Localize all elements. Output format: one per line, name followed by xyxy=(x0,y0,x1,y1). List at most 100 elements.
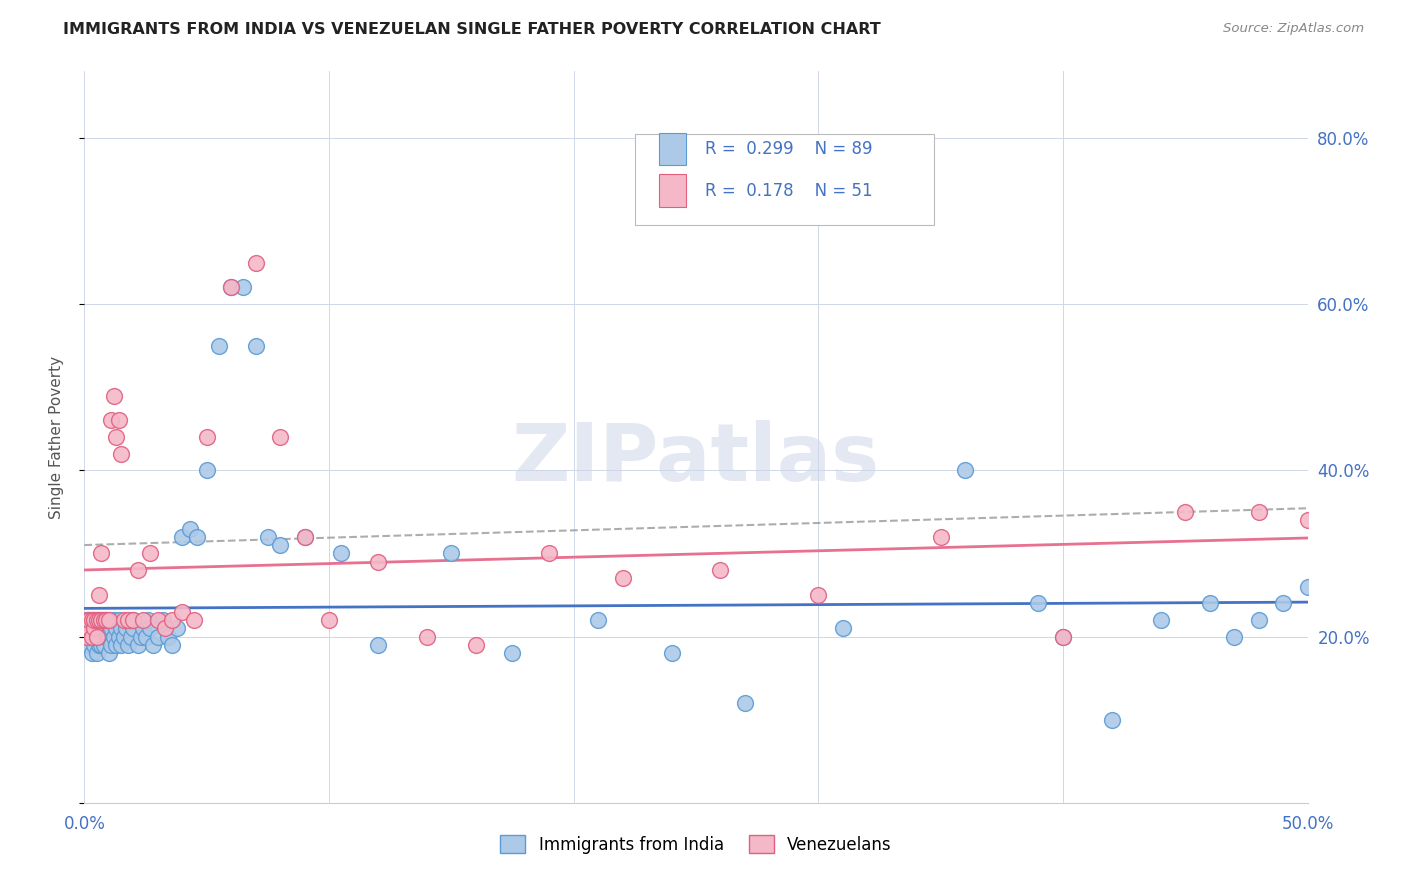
Point xyxy=(86,621,108,635)
Point xyxy=(219,280,242,294)
Point xyxy=(87,588,110,602)
Text: R =  0.178    N = 51: R = 0.178 N = 51 xyxy=(704,182,872,200)
Point xyxy=(115,621,138,635)
Point xyxy=(117,638,139,652)
Point xyxy=(269,430,291,444)
Point xyxy=(1101,713,1123,727)
Point xyxy=(93,630,115,644)
Point xyxy=(90,638,112,652)
Text: IMMIGRANTS FROM INDIA VS VENEZUELAN SINGLE FATHER POVERTY CORRELATION CHART: IMMIGRANTS FROM INDIA VS VENEZUELAN SING… xyxy=(63,22,882,37)
Point xyxy=(97,613,120,627)
Point xyxy=(100,413,122,427)
Point xyxy=(1247,505,1270,519)
Point xyxy=(1272,596,1295,610)
Point xyxy=(183,613,205,627)
Point xyxy=(330,546,353,560)
Point xyxy=(90,546,112,560)
Point xyxy=(112,613,135,627)
Point xyxy=(195,430,218,444)
Point xyxy=(953,463,976,477)
Point xyxy=(208,338,231,352)
Point xyxy=(172,530,194,544)
Point xyxy=(502,646,524,660)
Point xyxy=(93,638,115,652)
Point xyxy=(83,613,105,627)
Point xyxy=(97,646,120,660)
Point xyxy=(318,613,340,627)
Point xyxy=(139,621,162,635)
Point xyxy=(139,546,162,560)
Point xyxy=(87,630,110,644)
Point xyxy=(153,621,176,635)
Y-axis label: Single Father Poverty: Single Father Poverty xyxy=(49,356,63,518)
Point xyxy=(87,613,110,627)
Text: Source: ZipAtlas.com: Source: ZipAtlas.com xyxy=(1223,22,1364,36)
Point xyxy=(86,630,108,644)
Point xyxy=(80,630,103,644)
Point xyxy=(105,621,128,635)
Point xyxy=(103,388,125,402)
Point xyxy=(120,630,142,644)
Point xyxy=(166,621,188,635)
Point xyxy=(831,621,853,635)
Text: R =  0.299    N = 89: R = 0.299 N = 89 xyxy=(704,140,872,158)
Point xyxy=(80,613,103,627)
Point xyxy=(162,638,184,652)
Point xyxy=(1198,596,1220,610)
Point xyxy=(107,413,129,427)
Point xyxy=(807,588,830,602)
Point xyxy=(257,530,280,544)
Point xyxy=(152,613,174,627)
Point xyxy=(146,613,169,627)
Point xyxy=(612,571,634,585)
Point xyxy=(77,621,100,635)
Point xyxy=(1296,513,1319,527)
Point xyxy=(195,463,218,477)
Point xyxy=(107,630,129,644)
Point xyxy=(127,638,149,652)
Point xyxy=(103,613,125,627)
FancyBboxPatch shape xyxy=(659,175,686,207)
Point xyxy=(77,621,100,635)
Point xyxy=(1028,596,1050,610)
Point xyxy=(96,613,118,627)
Point xyxy=(586,613,609,627)
Point xyxy=(1174,505,1197,519)
Point xyxy=(367,555,389,569)
Point xyxy=(1223,630,1246,644)
Point xyxy=(93,613,115,627)
Point xyxy=(105,638,128,652)
Point xyxy=(97,613,120,627)
Point xyxy=(86,613,108,627)
Point xyxy=(416,630,439,644)
Point xyxy=(1052,630,1074,644)
Point xyxy=(709,563,731,577)
Point xyxy=(538,546,561,560)
Point xyxy=(96,630,118,644)
Point xyxy=(132,613,155,627)
Point xyxy=(186,530,208,544)
Point xyxy=(122,613,145,627)
Point xyxy=(77,613,100,627)
Point xyxy=(83,621,105,635)
Point xyxy=(162,613,184,627)
Point xyxy=(127,563,149,577)
Point xyxy=(87,621,110,635)
Point xyxy=(80,646,103,660)
Point xyxy=(294,530,316,544)
Point xyxy=(76,630,98,644)
Point xyxy=(83,638,105,652)
Point xyxy=(1052,630,1074,644)
Point xyxy=(80,630,103,644)
Point xyxy=(100,621,122,635)
Point xyxy=(80,613,103,627)
Point xyxy=(172,605,194,619)
Point xyxy=(294,530,316,544)
Point xyxy=(245,338,267,352)
Point xyxy=(132,621,155,635)
Point xyxy=(661,646,683,660)
Point xyxy=(117,613,139,627)
Point xyxy=(112,630,135,644)
Point xyxy=(76,613,98,627)
Point xyxy=(142,638,165,652)
